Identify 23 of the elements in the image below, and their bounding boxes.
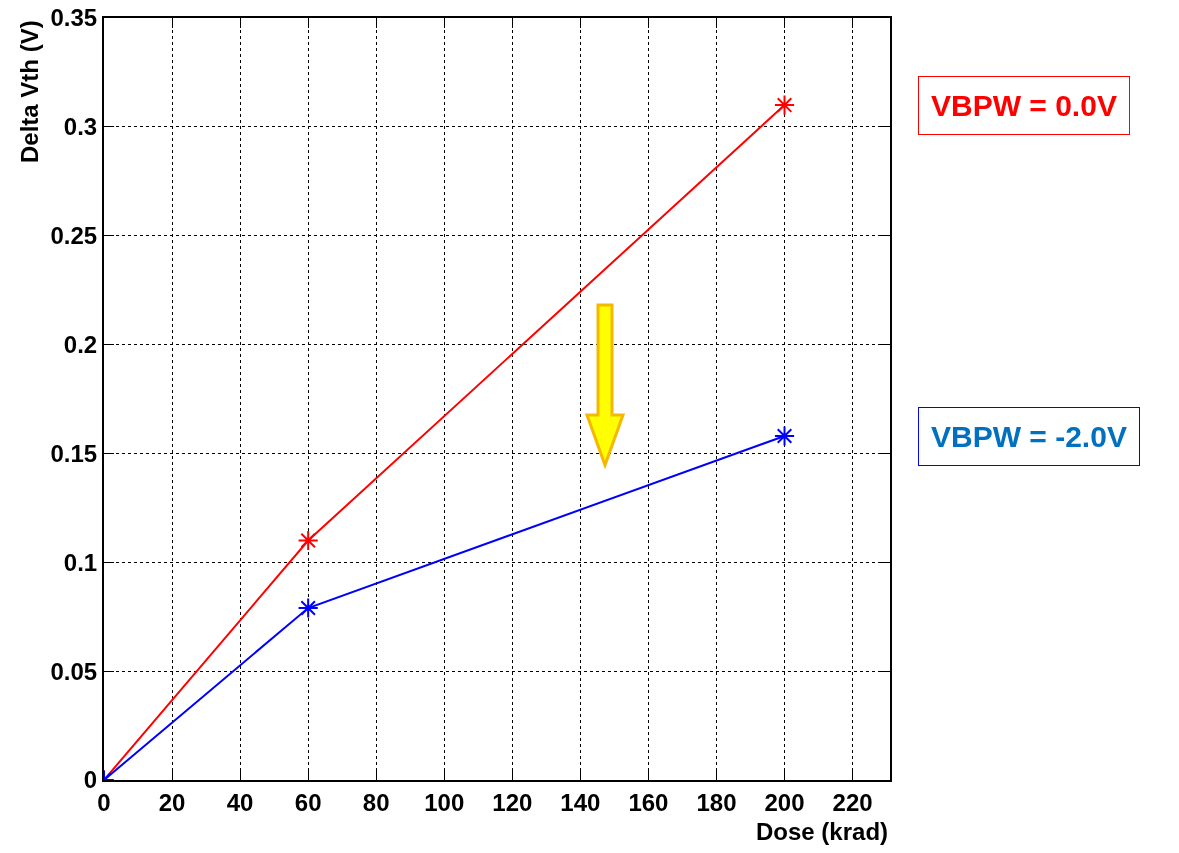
x-tick-label: 60 [294,788,322,816]
x-tick-label: 200 [764,788,805,816]
text: VBPW = -2.0V [931,420,1127,453]
x-tick-label: 40 [226,788,254,816]
x-tick-label: 220 [832,788,873,816]
y-tick-label: 0.1 [63,548,98,576]
x-tick-label: 100 [424,788,465,816]
x-axis-title: Dose (krad) [756,818,889,845]
y-tick-label: 0.25 [50,222,98,250]
y-axis-title: Delta Vth (V) [16,20,43,163]
x-tick-label: 120 [492,788,533,816]
y-tick-label: 0.3 [63,113,98,141]
y-tick-label: 0.35 [50,4,98,32]
text: VBPW = 0.0V [931,89,1117,122]
y-tick-label: 0.2 [63,330,98,358]
x-tick-label: 180 [696,788,737,816]
x-tick-label: 160 [628,788,669,816]
y-tick-label: 0 [83,766,98,794]
x-tick-label: 140 [560,788,601,816]
x-tick-label: 80 [362,788,390,816]
y-tick-label: 0.15 [50,439,98,467]
x-tick-label: 20 [158,788,186,816]
y-tick-label: 0.05 [50,657,98,685]
